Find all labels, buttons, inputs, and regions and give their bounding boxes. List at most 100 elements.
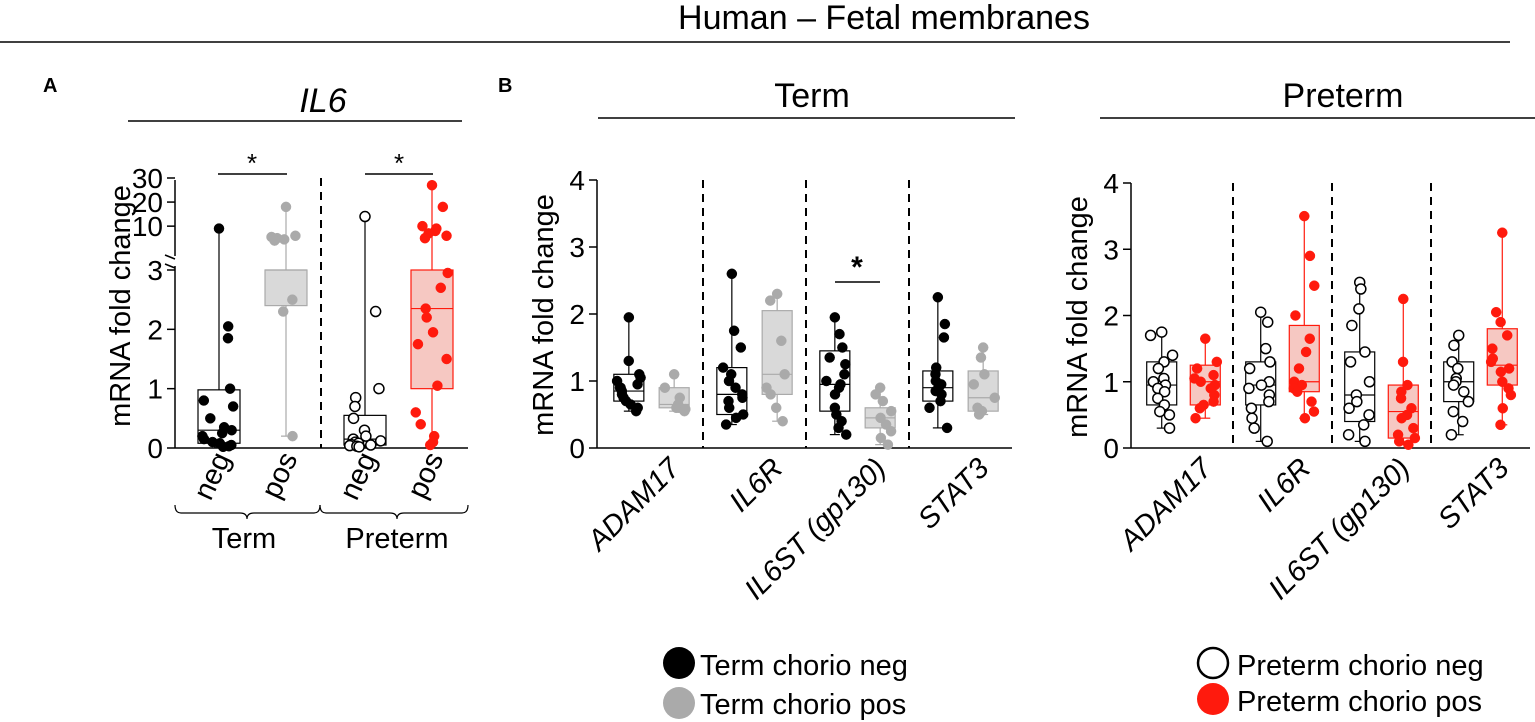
il6-y-tick-label: 0 bbox=[147, 433, 163, 464]
il6-x-tick-label: pos bbox=[256, 447, 305, 503]
preterm-gene-label: IL6R bbox=[1252, 452, 1318, 518]
term-neg_term-point bbox=[737, 392, 748, 403]
term-pos_term-point bbox=[977, 342, 989, 353]
term-neg_term-point bbox=[829, 389, 841, 400]
preterm-pos_pre-point bbox=[1501, 330, 1513, 341]
preterm-neg_pre-point bbox=[1344, 356, 1357, 368]
il6-neg_term-point bbox=[213, 223, 225, 234]
term-neg_term-point bbox=[723, 375, 735, 387]
legend-label-preterm-neg: Preterm chorio neg bbox=[1237, 650, 1484, 682]
il6-pos_pre-point bbox=[432, 380, 443, 391]
term-pos_term-point bbox=[776, 335, 787, 347]
preterm-pos_pre-point bbox=[1211, 356, 1223, 368]
preterm-gene-label: ADAM17 bbox=[1112, 451, 1219, 558]
term-neg_term-point bbox=[730, 412, 742, 424]
term-y-tick-label: 1 bbox=[569, 366, 585, 397]
sig-star-a-term: * bbox=[247, 148, 257, 178]
il6-y-tick-label: 30 bbox=[132, 163, 163, 194]
preterm-pos_pre-point bbox=[1497, 376, 1508, 387]
preterm-neg_pre-point bbox=[1458, 385, 1470, 398]
preterm-pos_pre-point bbox=[1403, 439, 1414, 450]
legend-label-term-neg: Term chorio neg bbox=[700, 650, 908, 682]
term-neg_term-point bbox=[824, 352, 835, 363]
il6-pos_pre-point bbox=[424, 439, 436, 451]
il6-neg_pre-point bbox=[353, 441, 365, 453]
preterm-pos_pre-point bbox=[1398, 293, 1409, 305]
term-neg_term-point bbox=[728, 325, 740, 336]
term-neg_term-point bbox=[717, 362, 729, 373]
il6-neg_term-point bbox=[198, 395, 210, 406]
term-neg_term-point bbox=[821, 375, 832, 387]
term-pos_term-point bbox=[989, 392, 1000, 403]
group-label-preterm: Preterm bbox=[345, 523, 448, 555]
il6-pos_pre-point bbox=[435, 282, 447, 294]
preterm-pos_pre-point bbox=[1487, 343, 1498, 354]
preterm-neg_pre-point bbox=[1155, 326, 1168, 338]
il6-pos_term-point bbox=[287, 294, 298, 305]
term-neg_term-point bbox=[833, 422, 844, 434]
il6-pos_pre-point bbox=[412, 338, 424, 350]
preterm-neg_pre-point bbox=[1163, 409, 1176, 421]
preterm-neg_pre-point bbox=[1346, 319, 1358, 332]
term-neg_term-point bbox=[840, 429, 852, 440]
preterm-neg_pre-point bbox=[1254, 306, 1267, 318]
term-pos_term-point bbox=[885, 426, 897, 437]
preterm-neg_pre-point bbox=[1259, 342, 1272, 355]
il6-pos_pre-point bbox=[421, 312, 432, 323]
preterm-pos_pre-point bbox=[1191, 363, 1203, 374]
preterm-neg_pre-point bbox=[1158, 385, 1171, 398]
preterm-neg_pre-point bbox=[1261, 316, 1274, 328]
preterm-pos_pre-point bbox=[1208, 396, 1219, 407]
preterm-pos_pre-point bbox=[1194, 403, 1206, 414]
il6-neg_term-point bbox=[222, 332, 234, 344]
il6-pos_term-point bbox=[277, 306, 289, 317]
term-y-tick-label: 4 bbox=[569, 165, 585, 196]
il6-y-tick-label: 3 bbox=[147, 255, 163, 286]
preterm-pos_pre-point bbox=[1408, 422, 1419, 434]
preterm-pos_pre-point bbox=[1495, 366, 1507, 378]
il6-neg_term-point bbox=[216, 427, 228, 439]
preterm-neg_pre-point bbox=[1448, 339, 1460, 352]
preterm-neg_pre-point bbox=[1447, 379, 1460, 391]
il6-pos_term-point bbox=[269, 235, 280, 246]
sig-a-preterm: * bbox=[365, 148, 433, 178]
preterm-neg_pre-point bbox=[1243, 382, 1255, 395]
preterm-pos_pre-point bbox=[1200, 333, 1211, 344]
preterm-neg_pre-point bbox=[1154, 405, 1166, 418]
preterm-pos_pre-point bbox=[1293, 363, 1305, 374]
preterm-neg_pre-point bbox=[1166, 349, 1179, 361]
preterm-neg_pre-point bbox=[1351, 395, 1363, 408]
term-pos_term-point bbox=[870, 389, 881, 400]
preterm-ylabel: mRNA fold change bbox=[1062, 196, 1094, 438]
il6-neg_pre-point bbox=[349, 400, 361, 413]
legend-marker-preterm-pos bbox=[1197, 683, 1229, 715]
preterm-pos_pre-point bbox=[1495, 419, 1506, 431]
preterm-pos_pre-point bbox=[1396, 412, 1407, 424]
il6-pos_pre-point bbox=[426, 179, 438, 191]
term-neg_term-point bbox=[735, 342, 747, 353]
il6-neg_pre-point bbox=[369, 305, 382, 318]
il6-neg_term-point bbox=[227, 401, 239, 412]
preterm-neg_pre-point bbox=[1456, 415, 1469, 428]
il6-neg_pre-point bbox=[347, 412, 360, 425]
term-neg_term-point bbox=[623, 355, 635, 367]
il6-axis-break bbox=[164, 254, 176, 260]
il6-x-tick-label: neg bbox=[334, 447, 383, 504]
preterm-neg_pre-point bbox=[1243, 362, 1256, 375]
term-gene-label: IL6R bbox=[724, 452, 790, 518]
preterm-pos_pre-point bbox=[1299, 210, 1310, 222]
term-pos_term-point bbox=[875, 432, 887, 444]
preterm-pos_pre-point bbox=[1402, 379, 1413, 391]
il6-pos_pre-point bbox=[415, 419, 426, 430]
preterm-pos_pre-point bbox=[1495, 316, 1506, 328]
legend-marker-term-pos bbox=[663, 687, 695, 719]
preterm-pos_pre-point bbox=[1505, 389, 1517, 401]
group-label-term: Term bbox=[212, 523, 276, 555]
preterm-neg_pre-point bbox=[1248, 422, 1260, 434]
il6-pos_term-point bbox=[287, 430, 298, 442]
term-pos_term-point bbox=[668, 369, 680, 380]
preterm-pos_pre-point bbox=[1208, 369, 1219, 381]
panel-b-label: B bbox=[498, 75, 512, 97]
term-y-tick-label: 2 bbox=[569, 299, 585, 330]
